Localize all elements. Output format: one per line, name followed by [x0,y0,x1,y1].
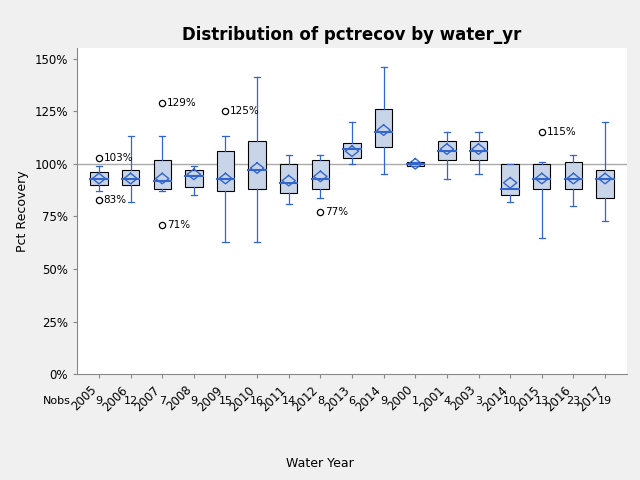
Bar [438,141,456,160]
Text: 77%: 77% [325,207,348,217]
Text: 3: 3 [475,396,482,406]
Text: 71%: 71% [167,220,190,230]
Text: 115%: 115% [547,127,576,137]
Bar [596,170,614,197]
Text: 1: 1 [412,396,419,406]
Text: 19: 19 [598,396,612,406]
Text: 129%: 129% [167,98,196,108]
Bar [248,141,266,189]
Bar [470,141,487,160]
Bar [280,164,298,193]
Text: 6: 6 [349,396,355,406]
Bar [406,162,424,166]
Y-axis label: Pct Recovery: Pct Recovery [16,170,29,252]
Text: 9: 9 [190,396,197,406]
Text: 8: 8 [317,396,324,406]
Text: 23: 23 [566,396,580,406]
Bar [122,170,140,185]
Bar [375,109,392,147]
Text: 16: 16 [250,396,264,406]
Bar [564,162,582,189]
Bar [312,160,329,189]
Bar [185,170,202,187]
Text: 103%: 103% [104,153,133,163]
Bar [343,143,361,157]
Title: Distribution of pctrecov by water_yr: Distribution of pctrecov by water_yr [182,25,522,44]
Text: 9: 9 [95,396,102,406]
Text: 9: 9 [380,396,387,406]
Text: 4: 4 [444,396,451,406]
Bar [154,160,171,189]
Bar [533,164,550,189]
Text: 125%: 125% [230,106,260,116]
Bar [502,164,519,195]
Text: 7: 7 [159,396,166,406]
Text: Water Year: Water Year [286,457,354,470]
Text: 10: 10 [503,396,517,406]
Text: Nobs: Nobs [42,396,70,406]
Text: 13: 13 [535,396,548,406]
Text: 15: 15 [218,396,232,406]
Bar [217,151,234,191]
Text: 14: 14 [282,396,296,406]
Text: 83%: 83% [104,194,127,204]
Text: 12: 12 [124,396,138,406]
Bar [90,172,108,185]
